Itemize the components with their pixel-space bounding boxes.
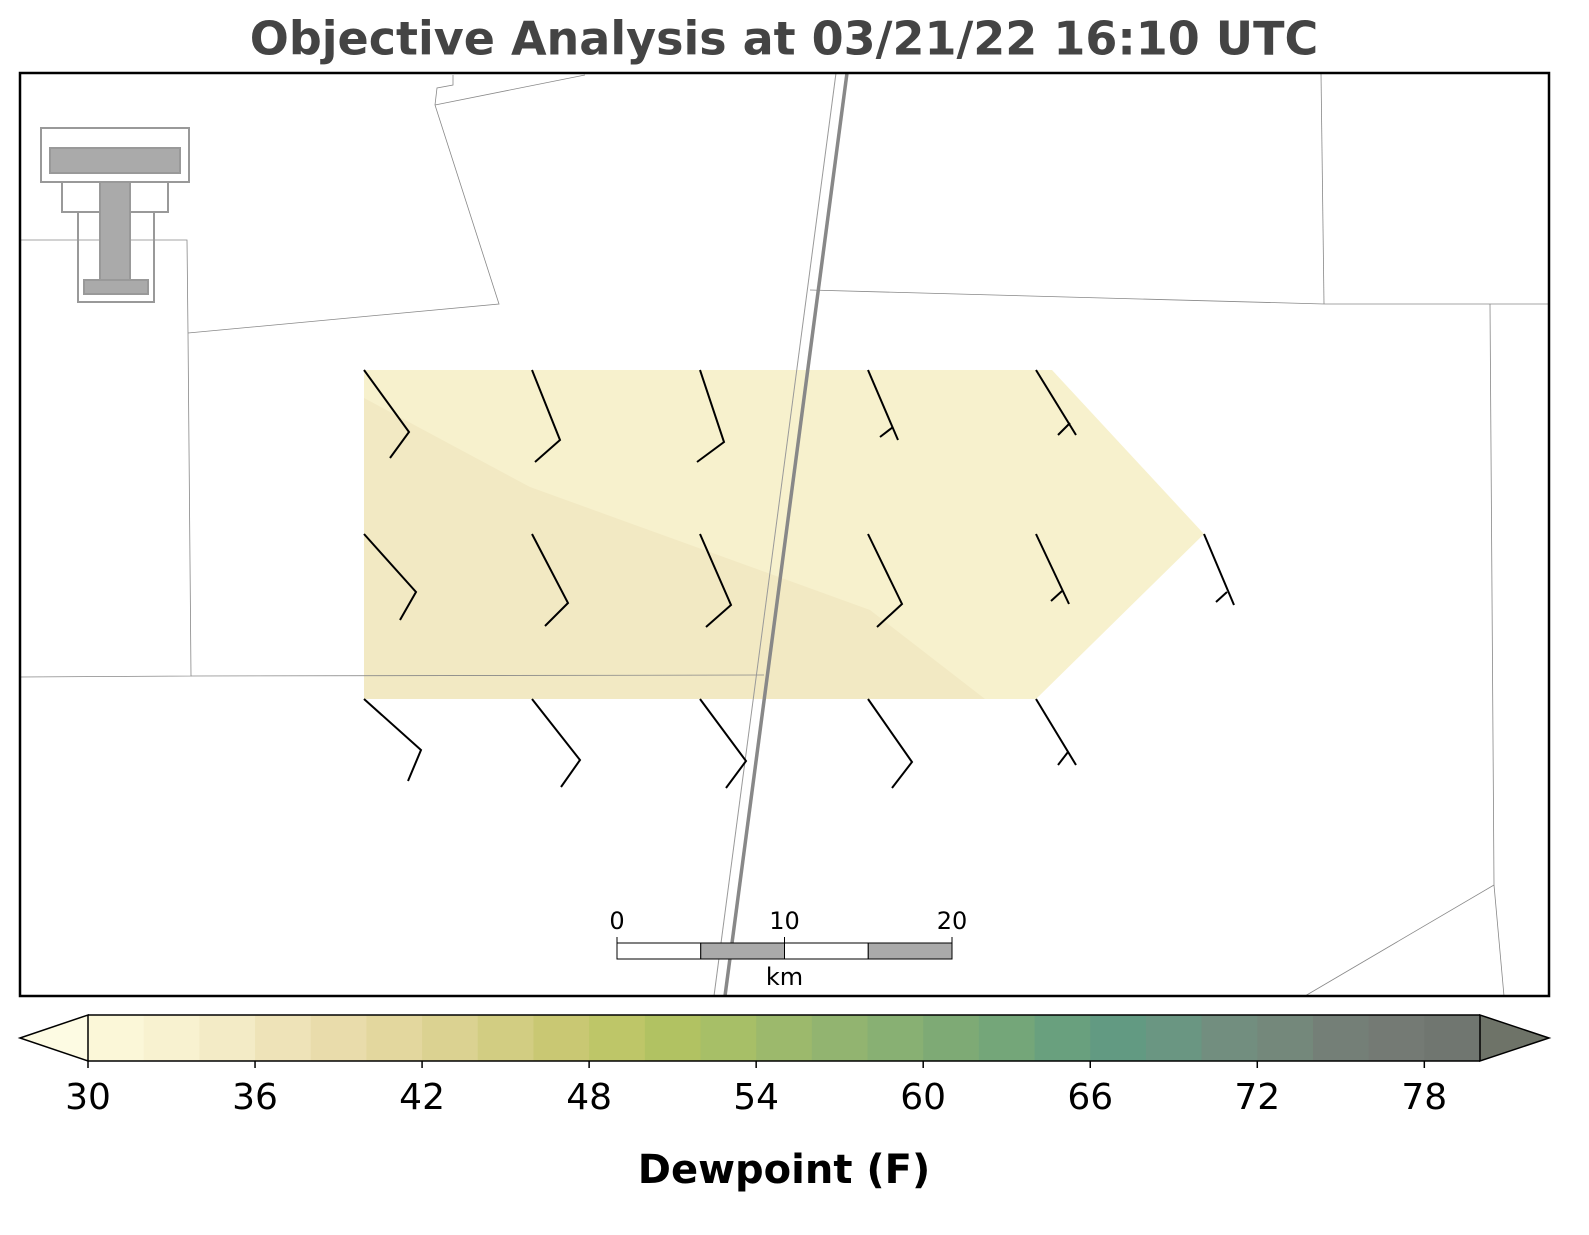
- scale-segment: [784, 942, 869, 960]
- wind-barb: [363, 698, 423, 782]
- colorbar-tick-label: 30: [65, 1077, 111, 1118]
- colorbar-bin: [477, 1015, 534, 1061]
- colorbar-bin: [1201, 1015, 1258, 1061]
- scale-tick-label: 10: [769, 907, 800, 935]
- highway: [713, 72, 837, 997]
- logo: [40, 127, 190, 303]
- colorbar-bin: [644, 1015, 701, 1061]
- wind-barb: [699, 698, 748, 789]
- colorbar-bin: [255, 1015, 312, 1061]
- colorbar-under: [17, 1013, 89, 1063]
- wind-barb: [1035, 533, 1070, 605]
- colorbar-over: [1479, 1013, 1552, 1063]
- colorbar-bin: [1312, 1015, 1370, 1061]
- colorbar-tick-label: 54: [733, 1077, 779, 1118]
- scale-segment: [616, 942, 702, 960]
- colorbar-tick-label: 66: [1067, 1077, 1113, 1118]
- wind-barb: [699, 533, 733, 628]
- title: Objective Analysis at 03/21/22 16:10 UTC: [250, 12, 1319, 66]
- boundary: [19, 239, 192, 678]
- wind-barb: [1057, 751, 1069, 766]
- colorbar-bin: [923, 1015, 980, 1061]
- colorbar-bin: [1034, 1015, 1091, 1061]
- map: [18, 71, 1551, 998]
- colorbar: 30 36 42 48 54 60 66 72 78: [17, 1013, 1552, 1118]
- colorbar-bin: [756, 1015, 813, 1061]
- colorbar-tick-label: 42: [399, 1077, 445, 1118]
- wind-barb: [531, 369, 562, 463]
- wind-barbs: [363, 369, 1235, 789]
- colorbar-bin: [700, 1015, 757, 1061]
- shaded-region: [364, 398, 985, 699]
- colorbar-tick-label: 36: [232, 1077, 278, 1118]
- colorbar-bin: [1145, 1015, 1203, 1061]
- colorbar-bin: [310, 1015, 367, 1061]
- wind-barb: [867, 533, 904, 628]
- scale-bar: 0 10 20 km: [609, 907, 967, 991]
- colorbar-bin: [143, 1015, 200, 1061]
- colorbar-bin: [88, 1015, 145, 1061]
- colorbar-bin: [533, 1015, 590, 1061]
- scale-tick-label: 20: [937, 907, 968, 935]
- boundary: [809, 289, 1549, 305]
- colorbar-bin: [1424, 1015, 1481, 1061]
- wind-barb: [867, 698, 914, 789]
- boundary: [434, 74, 586, 106]
- wind-barb: [696, 369, 726, 463]
- boundary: [434, 75, 454, 106]
- boundary: [1304, 884, 1495, 997]
- colorbar-bin: [1257, 1015, 1314, 1061]
- boundary: [187, 104, 500, 334]
- colorbar-bin: [199, 1015, 256, 1061]
- boundary: [190, 674, 765, 677]
- scale-segment: [867, 942, 953, 960]
- colorbar-bin: [978, 1015, 1036, 1061]
- wind-barb: [531, 533, 570, 627]
- colorbar-bin: [366, 1015, 423, 1061]
- colorbar-bin: [1090, 1015, 1147, 1061]
- colorbar-bin: [811, 1015, 869, 1061]
- colorbar-bin: [589, 1015, 646, 1061]
- highway: [723, 72, 849, 997]
- wind-barb: [879, 426, 894, 438]
- colorbar-tick-label: 60: [900, 1077, 946, 1118]
- scale-segment: [700, 942, 785, 960]
- scale-tick-label: 0: [609, 907, 624, 935]
- wind-barb: [531, 698, 582, 788]
- boundary: [1320, 72, 1325, 305]
- colorbar-bin: [867, 1015, 924, 1061]
- wind-barb: [363, 533, 418, 621]
- wind-barb: [1057, 422, 1071, 436]
- wind-barb: [1035, 698, 1077, 766]
- colorbar-tick-label: 48: [566, 1077, 612, 1118]
- wind-barb: [1203, 533, 1235, 606]
- wind-barb: [1050, 590, 1063, 602]
- boundary: [1489, 303, 1505, 997]
- scale-unit: km: [766, 963, 803, 991]
- wind-barb: [867, 369, 899, 441]
- colorbar-bin: [422, 1015, 479, 1061]
- colorbar-tick-label: 72: [1234, 1077, 1280, 1118]
- colorbar-tick-label: 78: [1401, 1077, 1447, 1118]
- map-frame: [18, 71, 1551, 998]
- colorbar-label: Dewpoint (F): [638, 1147, 931, 1193]
- colorbar-bin: [1368, 1015, 1425, 1061]
- wind-barb: [1215, 591, 1228, 603]
- wind-barb: [363, 369, 411, 459]
